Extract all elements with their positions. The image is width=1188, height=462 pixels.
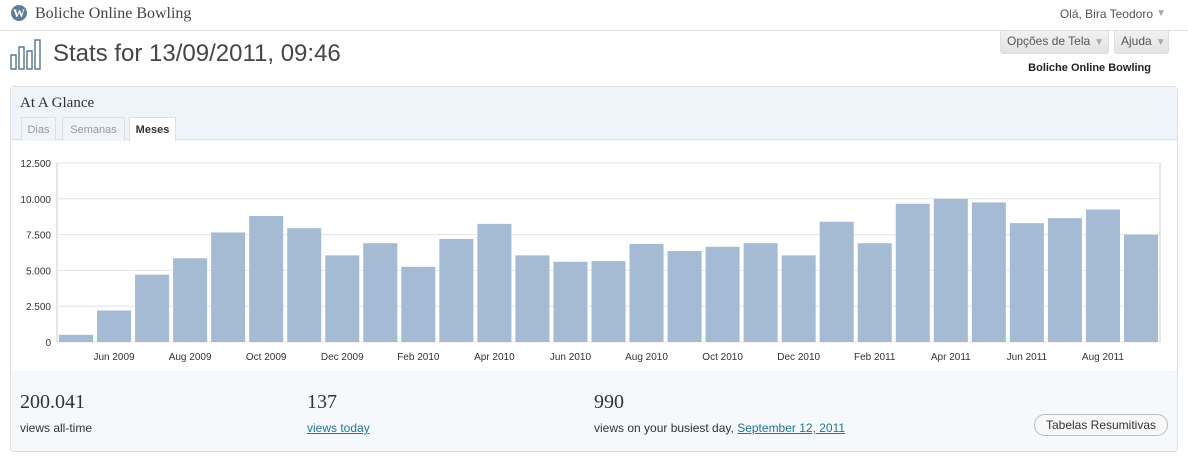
x-tick-label: Feb 2011 [854, 352, 896, 363]
x-tick-label: Apr 2010 [474, 352, 515, 363]
chart-bar [211, 232, 246, 342]
chart-bar [895, 203, 930, 342]
screen-options-button[interactable]: Opções de Tela ▼ [1000, 31, 1109, 54]
help-label: Ajuda [1121, 34, 1152, 48]
x-tick-label: Dec 2009 [321, 352, 364, 363]
chart-bar [629, 243, 664, 342]
x-tick-label: Aug 2009 [169, 352, 212, 363]
y-tick-label: 7.500 [26, 231, 51, 242]
chart-bar [97, 310, 132, 342]
x-tick-label: Apr 2011 [931, 352, 971, 363]
chart-bar [173, 258, 208, 342]
chart-bar [1009, 223, 1044, 342]
chart-bar [781, 255, 816, 342]
chart-bar [1047, 218, 1082, 342]
views-today-link[interactable]: views today [307, 421, 370, 435]
site-title-link[interactable]: Boliche Online Bowling [35, 5, 192, 22]
x-tick-label: Oct 2009 [246, 352, 287, 363]
chart-area: 0 2.500 5.000 7.500 10.000 12.500 Jun 2009 Aug … [11, 141, 1177, 371]
chart-bar [135, 274, 170, 342]
chart-bar [553, 261, 588, 342]
chart-bar [705, 246, 740, 342]
panel-title: At A Glance [20, 95, 95, 111]
chart-bar [933, 198, 968, 342]
y-tick-label: 2.500 [26, 302, 51, 313]
stats-bar-chart-icon [10, 39, 41, 70]
chart-bar [477, 223, 512, 342]
chart-bar [667, 251, 702, 342]
summary-tables-button[interactable]: Tabelas Resumitivas [1034, 414, 1168, 436]
at-a-glance-panel: At A Glance Dias Semanas Meses 0 2.500 5.0… [10, 86, 1178, 452]
x-tick-label: Aug 2011 [1082, 352, 1125, 363]
y-tick-label: 12.500 [20, 159, 51, 170]
chart-bar [591, 261, 626, 342]
x-tick-label: Aug 2010 [625, 352, 668, 363]
busiest-day-value: 990 [594, 391, 624, 413]
views-today-value: 137 [307, 391, 337, 413]
x-tick-label: Jun 2010 [550, 352, 592, 363]
x-tick-label: Jun 2009 [93, 352, 135, 363]
tab-days[interactable]: Dias [21, 117, 56, 141]
user-greeting[interactable]: Olá, Bira Teodoro [1059, 7, 1153, 21]
busiest-day-label: views on your busiest day, [594, 421, 734, 435]
chart-bar [249, 215, 284, 342]
chart-bar [401, 266, 436, 342]
help-button[interactable]: Ajuda ▼ [1114, 31, 1169, 54]
chevron-down-icon: ▼ [1094, 37, 1105, 48]
chevron-down-icon: ▼ [1155, 37, 1166, 48]
views-all-time-label: views all-time [20, 421, 93, 435]
chart-bar [363, 243, 398, 342]
screen-options-label: Opções de Tela [1007, 34, 1091, 48]
tab-weeks[interactable]: Semanas [62, 117, 125, 141]
admin-bar: W Boliche Online Bowling Olá, Bira Teodo… [0, 0, 1188, 31]
chevron-down-icon[interactable]: ▼ [1156, 8, 1166, 19]
chart-bar [287, 228, 322, 342]
x-tick-label: Oct 2010 [702, 352, 743, 363]
x-tick-label: Feb 2010 [397, 352, 440, 363]
chart-bar [857, 243, 892, 342]
views-all-time-value: 200.041 [20, 391, 85, 413]
y-tick-label: 5.000 [26, 266, 51, 277]
y-tick-label: 0 [45, 338, 51, 349]
x-tick-label: Dec 2010 [777, 352, 820, 363]
x-tick-label: Jun 2011 [1007, 352, 1048, 363]
blog-name: Boliche Online Bowling [1028, 62, 1151, 74]
chart-bar [439, 238, 474, 342]
chart-bar [1085, 209, 1120, 342]
panel-header: At A Glance Dias Semanas Meses [11, 87, 1177, 142]
page-title: Stats for 13/09/2011, 09:46 [53, 40, 341, 67]
busiest-day-date-link[interactable]: September 12, 2011 [737, 421, 846, 435]
wordpress-logo-icon[interactable]: W [11, 5, 27, 21]
chart-bar [743, 243, 778, 342]
tab-months[interactable]: Meses [129, 117, 176, 142]
chart-bar [515, 255, 550, 342]
y-tick-label: 10.000 [20, 195, 51, 206]
views-bar-chart: 0 2.500 5.000 7.500 10.000 12.500 Jun 2009 Aug … [20, 159, 1161, 363]
chart-bar [1123, 234, 1158, 342]
chart-bar [59, 334, 94, 342]
chart-bar [819, 221, 854, 342]
chart-bar [325, 255, 360, 342]
chart-bar [971, 202, 1006, 342]
